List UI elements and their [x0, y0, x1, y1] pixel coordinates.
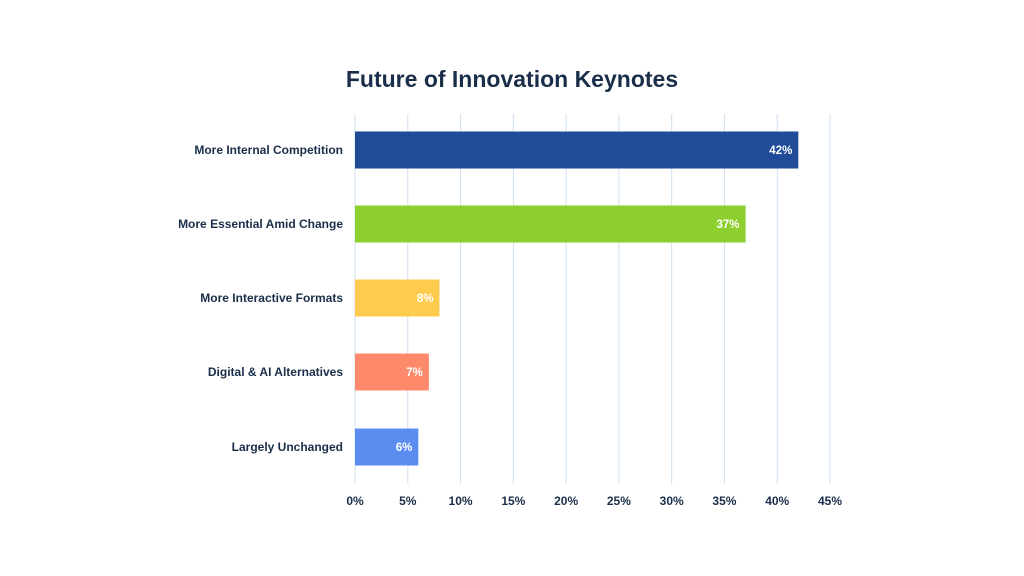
bar	[355, 353, 429, 391]
x-tick-label: 35%	[712, 494, 736, 508]
x-tick-label: 15%	[501, 494, 525, 508]
category-labels: More Internal Competition More Essential …	[178, 143, 343, 454]
data-label: 6%	[396, 442, 413, 454]
data-label: 7%	[406, 367, 423, 379]
bar	[355, 131, 799, 169]
data-label: 8%	[417, 293, 434, 305]
chart-title: Future of Innovation Keynotes	[345, 66, 679, 92]
bar	[355, 205, 746, 243]
x-tick-label: 25%	[607, 494, 631, 508]
category-label: More Essential Amid Change	[178, 217, 343, 231]
x-tick-label: 30%	[660, 494, 684, 508]
category-label: More Interactive Formats	[200, 291, 343, 305]
x-tick-label: 10%	[449, 494, 473, 508]
data-label: 37%	[717, 219, 740, 231]
x-tick-label: 0%	[346, 494, 364, 508]
data-label: 42%	[769, 145, 792, 157]
x-tick-label: 45%	[818, 494, 842, 508]
bar	[355, 279, 440, 317]
x-tick-label: 20%	[554, 494, 578, 508]
x-tick-label: 40%	[765, 494, 789, 508]
category-label: More Internal Competition	[194, 143, 343, 157]
bar	[355, 428, 419, 466]
category-label: Largely Unchanged	[232, 440, 343, 454]
x-tick-label: 5%	[399, 494, 417, 508]
bars: 42% 37% 8% 7% 6%	[355, 131, 799, 466]
category-label: Digital & AI Alternatives	[208, 365, 343, 379]
x-axis-tick-labels: 0% 5% 10% 15% 20% 25% 30% 35% 40% 45%	[346, 494, 842, 508]
